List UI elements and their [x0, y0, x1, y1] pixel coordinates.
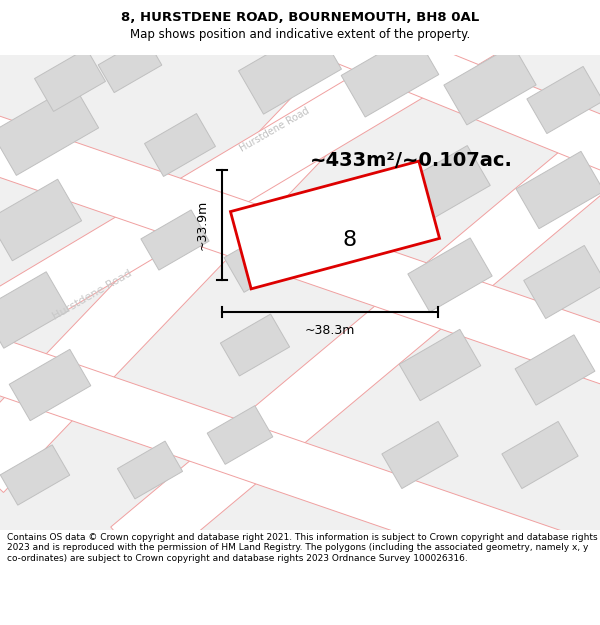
Polygon shape [111, 117, 600, 573]
Polygon shape [444, 45, 536, 125]
Text: ~433m²/~0.107ac.: ~433m²/~0.107ac. [310, 151, 513, 169]
Polygon shape [527, 66, 600, 134]
Polygon shape [0, 179, 82, 261]
Polygon shape [0, 0, 454, 492]
Polygon shape [0, 112, 600, 388]
Text: Hurstdene Road: Hurstdene Road [50, 268, 133, 322]
Polygon shape [224, 228, 296, 292]
Polygon shape [399, 329, 481, 401]
Polygon shape [0, 334, 600, 606]
Polygon shape [9, 349, 91, 421]
Polygon shape [0, 0, 600, 354]
Polygon shape [0, 55, 600, 530]
Polygon shape [341, 33, 439, 117]
Text: 8: 8 [343, 230, 357, 250]
Text: 8, HURSTDENE ROAD, BOURNEMOUTH, BH8 0AL: 8, HURSTDENE ROAD, BOURNEMOUTH, BH8 0AL [121, 11, 479, 24]
Text: ~38.3m: ~38.3m [305, 324, 355, 336]
Polygon shape [516, 151, 600, 229]
Text: Map shows position and indicative extent of the property.: Map shows position and indicative extent… [130, 28, 470, 41]
Polygon shape [98, 38, 162, 92]
Polygon shape [207, 406, 273, 464]
Text: Hurstdene Road: Hurstdene Road [238, 106, 311, 154]
Polygon shape [400, 146, 490, 224]
Polygon shape [0, 272, 69, 348]
Polygon shape [524, 246, 600, 319]
Polygon shape [145, 114, 215, 176]
Polygon shape [515, 335, 595, 405]
Text: ~33.9m: ~33.9m [196, 200, 209, 250]
Polygon shape [0, 445, 70, 505]
Polygon shape [382, 421, 458, 489]
Text: Contains OS data © Crown copyright and database right 2021. This information is : Contains OS data © Crown copyright and d… [7, 533, 598, 562]
Polygon shape [35, 49, 106, 111]
Polygon shape [230, 161, 440, 289]
Polygon shape [0, 84, 98, 176]
Polygon shape [408, 238, 492, 312]
Polygon shape [240, 0, 600, 174]
Polygon shape [118, 441, 182, 499]
Polygon shape [220, 314, 290, 376]
Polygon shape [239, 26, 341, 114]
Polygon shape [502, 421, 578, 489]
Polygon shape [141, 210, 209, 270]
